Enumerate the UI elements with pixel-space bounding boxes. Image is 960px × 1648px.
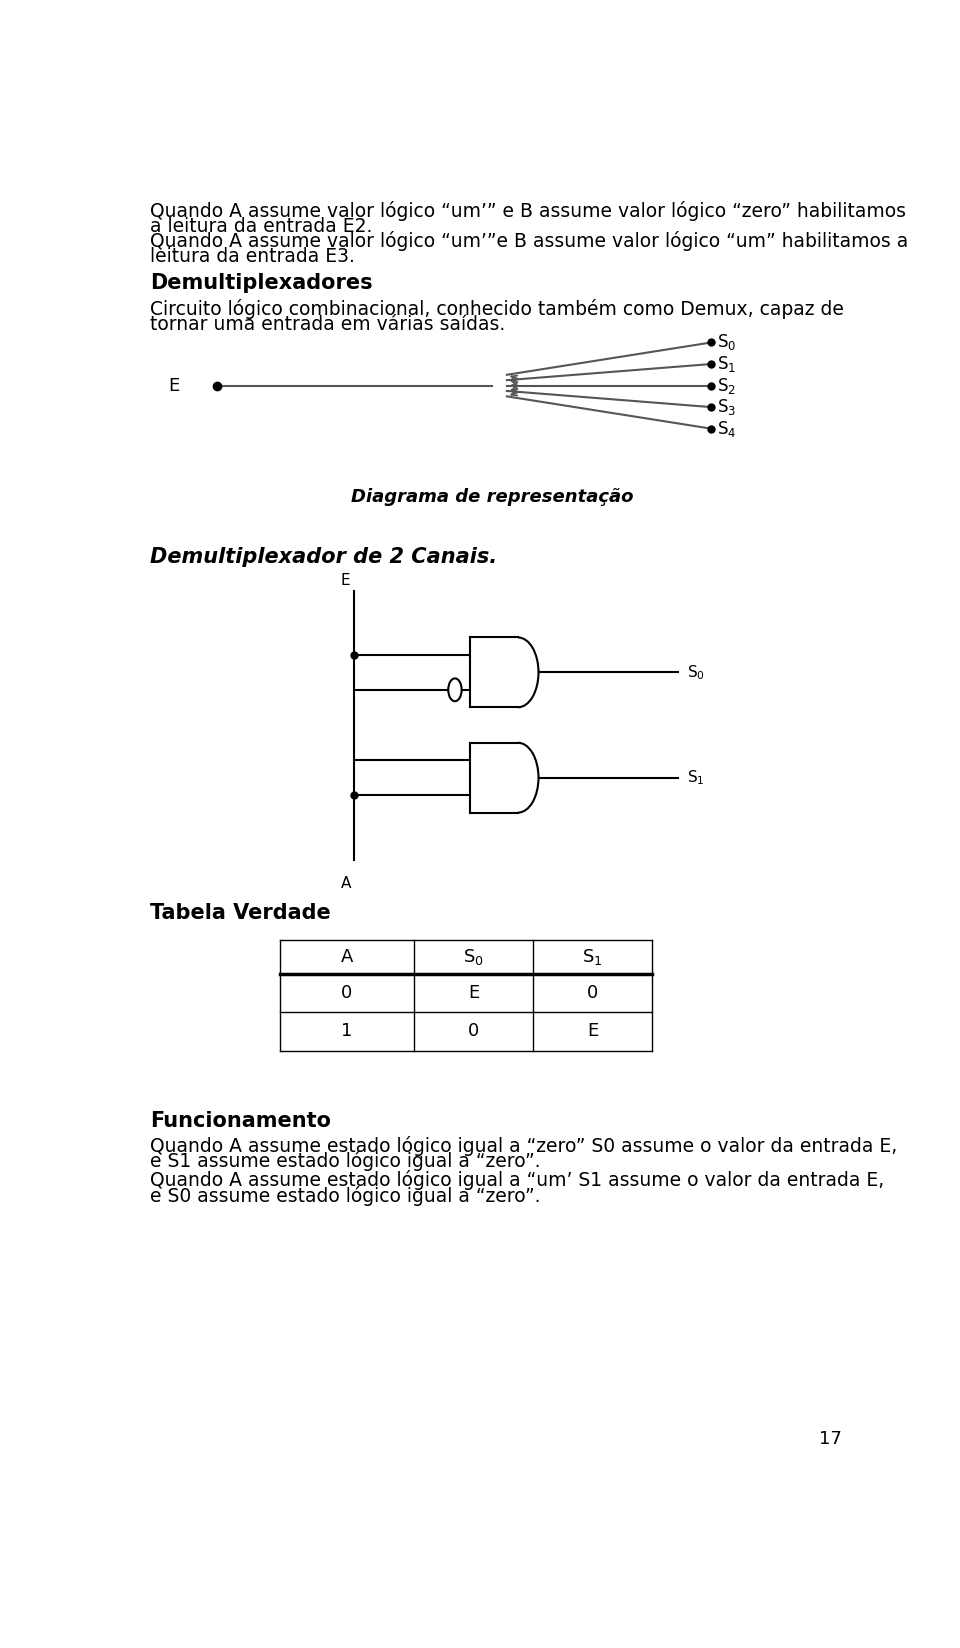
Text: E: E: [168, 377, 180, 394]
Text: e S1 assume estado lógico igual a “zero”.: e S1 assume estado lógico igual a “zero”…: [150, 1152, 540, 1172]
Text: Tabela Verdade: Tabela Verdade: [150, 903, 330, 923]
Text: E: E: [468, 984, 479, 1002]
Text: Quando A assume estado lógico igual a “um’ S1 assume o valor da entrada E,: Quando A assume estado lógico igual a “u…: [150, 1170, 884, 1190]
Text: Diagrama de representação: Diagrama de representação: [350, 488, 634, 506]
Text: a leitura da entrada E2.: a leitura da entrada E2.: [150, 218, 372, 236]
Text: E: E: [341, 574, 350, 588]
Text: S$_0$: S$_0$: [717, 333, 736, 353]
Text: E: E: [587, 1022, 598, 1040]
Text: Funcionamento: Funcionamento: [150, 1111, 331, 1131]
Text: Quando A assume valor lógico “um’” e B assume valor lógico “zero” habilitamos: Quando A assume valor lógico “um’” e B a…: [150, 201, 906, 221]
Text: Quando A assume valor lógico “um’”e B assume valor lógico “um” habilitamos a: Quando A assume valor lógico “um’”e B as…: [150, 231, 908, 250]
Text: leitura da entrada E3.: leitura da entrada E3.: [150, 247, 354, 267]
Text: S$_1$: S$_1$: [687, 768, 705, 788]
Text: Quando A assume estado lógico igual a “zero” S0 assume o valor da entrada E,: Quando A assume estado lógico igual a “z…: [150, 1135, 897, 1155]
Text: S$_2$: S$_2$: [717, 376, 736, 396]
Text: A: A: [341, 948, 353, 966]
Text: tornar uma entrada em várias saídas.: tornar uma entrada em várias saídas.: [150, 315, 505, 335]
Text: S$_3$: S$_3$: [717, 397, 736, 417]
Text: 1: 1: [341, 1022, 352, 1040]
Text: S$_0$: S$_0$: [687, 662, 705, 682]
Text: 17: 17: [819, 1430, 842, 1449]
Text: Circuito lógico combinacional, conhecido também como Demux, capaz de: Circuito lógico combinacional, conhecido…: [150, 298, 844, 318]
Text: S$_4$: S$_4$: [717, 419, 737, 438]
Text: S$_1$: S$_1$: [717, 354, 736, 374]
Text: 0: 0: [587, 984, 598, 1002]
Text: Demultiplexadores: Demultiplexadores: [150, 274, 372, 293]
Text: S$_0$: S$_0$: [463, 948, 484, 967]
Text: A: A: [341, 877, 351, 892]
Text: S$_1$: S$_1$: [582, 948, 603, 967]
Text: e S0 assume estado lógico igual a “zero”.: e S0 assume estado lógico igual a “zero”…: [150, 1185, 540, 1205]
Text: Demultiplexador de 2 Canais.: Demultiplexador de 2 Canais.: [150, 547, 497, 567]
Text: 0: 0: [468, 1022, 479, 1040]
Text: 0: 0: [342, 984, 352, 1002]
